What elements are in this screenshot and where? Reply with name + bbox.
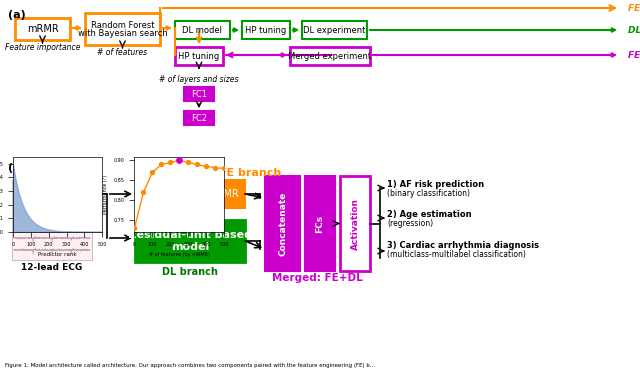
Text: HP tuning: HP tuning xyxy=(179,52,220,61)
FancyBboxPatch shape xyxy=(184,87,214,101)
FancyBboxPatch shape xyxy=(340,176,370,271)
Text: Feature importance: Feature importance xyxy=(4,43,80,52)
Text: with Bayesian search: with Bayesian search xyxy=(77,28,168,37)
Text: (regression): (regression) xyxy=(387,218,433,227)
Text: 2) Age estimation: 2) Age estimation xyxy=(387,209,472,218)
Text: DL experiment: DL experiment xyxy=(303,25,365,34)
Point xyxy=(129,226,140,232)
Text: FC1: FC1 xyxy=(191,89,207,98)
Point xyxy=(165,159,175,165)
Text: model: model xyxy=(171,242,209,252)
Text: mRMR: mRMR xyxy=(27,24,58,34)
FancyBboxPatch shape xyxy=(242,21,290,39)
FancyBboxPatch shape xyxy=(305,176,335,271)
Text: Concatenate: Concatenate xyxy=(278,191,287,256)
Point xyxy=(219,165,229,171)
Text: (b): (b) xyxy=(8,163,26,173)
Point xyxy=(201,163,211,169)
Text: 3) Cardiac arrhythmia diagnosis: 3) Cardiac arrhythmia diagnosis xyxy=(387,240,539,249)
FancyBboxPatch shape xyxy=(135,220,245,262)
FancyBboxPatch shape xyxy=(175,21,230,39)
Text: DL branch: DL branch xyxy=(162,267,218,277)
X-axis label: Predictor rank: Predictor rank xyxy=(38,252,77,257)
Text: (a): (a) xyxy=(8,10,26,20)
Text: # of features: # of features xyxy=(97,47,148,56)
Point xyxy=(192,162,202,168)
Text: (multiclass-multilabel classification): (multiclass-multilabel classification) xyxy=(387,251,526,260)
Text: # of layers and sizes: # of layers and sizes xyxy=(159,74,239,83)
Point xyxy=(147,169,157,175)
Text: (binary classification): (binary classification) xyxy=(387,188,470,197)
Point xyxy=(138,190,148,196)
Text: FE score: FE score xyxy=(628,3,640,12)
FancyBboxPatch shape xyxy=(175,47,223,65)
Text: FE branch: FE branch xyxy=(219,168,281,178)
FancyBboxPatch shape xyxy=(265,176,300,271)
Text: Merged experiment: Merged experiment xyxy=(289,52,372,61)
Text: 1) AF risk prediction: 1) AF risk prediction xyxy=(387,180,484,188)
Bar xyxy=(12,180,92,260)
Y-axis label: Performance (?): Performance (?) xyxy=(103,175,108,214)
Text: Residual-unit based: Residual-unit based xyxy=(128,230,252,240)
Text: Random Forest: Random Forest xyxy=(91,21,154,30)
Point xyxy=(174,157,184,163)
Point xyxy=(156,162,166,168)
Text: Feature: Feature xyxy=(147,186,179,194)
Text: mRMR: mRMR xyxy=(207,189,238,199)
FancyBboxPatch shape xyxy=(302,21,367,39)
Point xyxy=(210,165,220,171)
FancyBboxPatch shape xyxy=(135,180,190,208)
FancyBboxPatch shape xyxy=(85,13,160,45)
Text: DL model: DL model xyxy=(182,25,223,34)
Text: HP tuning: HP tuning xyxy=(245,25,287,34)
Text: Activation: Activation xyxy=(351,197,360,249)
FancyBboxPatch shape xyxy=(200,180,245,208)
FancyBboxPatch shape xyxy=(184,111,214,125)
Text: 12-lead ECG: 12-lead ECG xyxy=(21,264,83,273)
Text: FCs: FCs xyxy=(316,214,324,233)
Text: engineering: engineering xyxy=(137,193,188,202)
FancyBboxPatch shape xyxy=(15,18,70,40)
Point xyxy=(183,159,193,165)
X-axis label: # of features (by mRMR): # of features (by mRMR) xyxy=(148,252,210,257)
Text: FE+DL score: FE+DL score xyxy=(628,50,640,59)
Point xyxy=(174,157,184,163)
Text: FC2: FC2 xyxy=(191,113,207,123)
Text: DL score: DL score xyxy=(628,25,640,34)
FancyBboxPatch shape xyxy=(290,47,370,65)
Text: Figure 1: Model architecture called architecture. Our approach combines two comp: Figure 1: Model architecture called arch… xyxy=(5,363,375,368)
Text: Merged: FE+DL: Merged: FE+DL xyxy=(272,273,363,283)
